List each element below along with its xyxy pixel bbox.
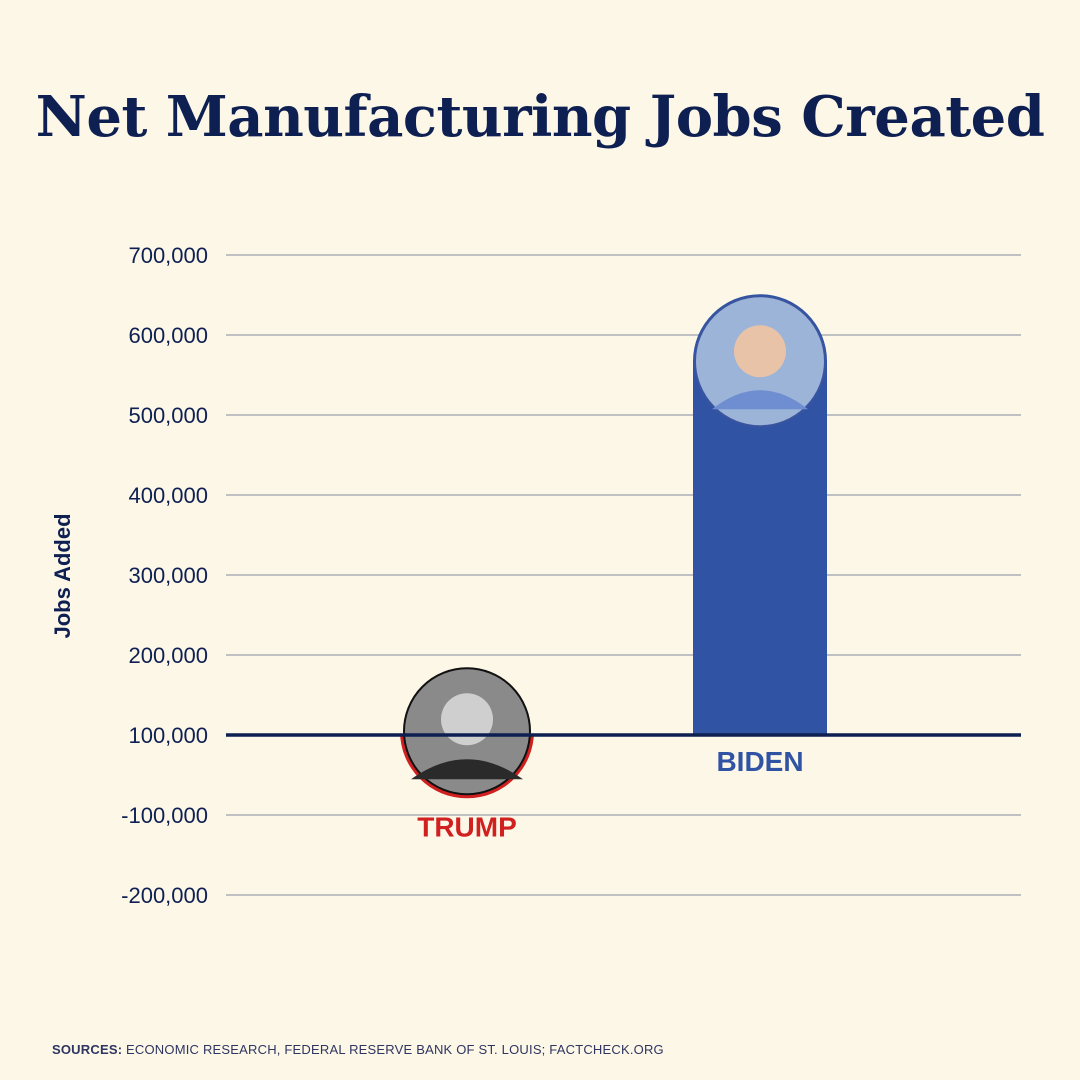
y-tick-label: 700,000 — [128, 243, 208, 268]
y-tick-label: 200,000 — [128, 643, 208, 668]
y-tick-label: 100,000 — [128, 723, 208, 748]
source-label: SOURCES: — [52, 1042, 123, 1057]
bar-label-biden: BIDEN — [716, 746, 803, 777]
bar-label-trump: TRUMP — [417, 811, 517, 842]
y-tick-label: -100,000 — [121, 803, 208, 828]
chart-title: Net Manufacturing Jobs Created — [35, 84, 1045, 150]
bar-group-trump: TRUMP — [400, 667, 534, 842]
source-note: SOURCES: ECONOMIC RESEARCH, FEDERAL RESE… — [52, 1042, 664, 1057]
source-text: ECONOMIC RESEARCH, FEDERAL RESERVE BANK … — [122, 1042, 664, 1057]
portrait-shoulders — [712, 390, 808, 410]
y-tick-label: 300,000 — [128, 563, 208, 588]
y-tick-label: -200,000 — [121, 883, 208, 908]
portrait-face — [734, 325, 786, 378]
portrait-face — [441, 693, 493, 746]
y-tick-label: 600,000 — [128, 323, 208, 348]
y-tick-label: 400,000 — [128, 483, 208, 508]
portrait-shoulders — [411, 759, 523, 780]
y-tick-label: 500,000 — [128, 403, 208, 428]
bar-group-biden: BIDEN — [693, 294, 827, 777]
